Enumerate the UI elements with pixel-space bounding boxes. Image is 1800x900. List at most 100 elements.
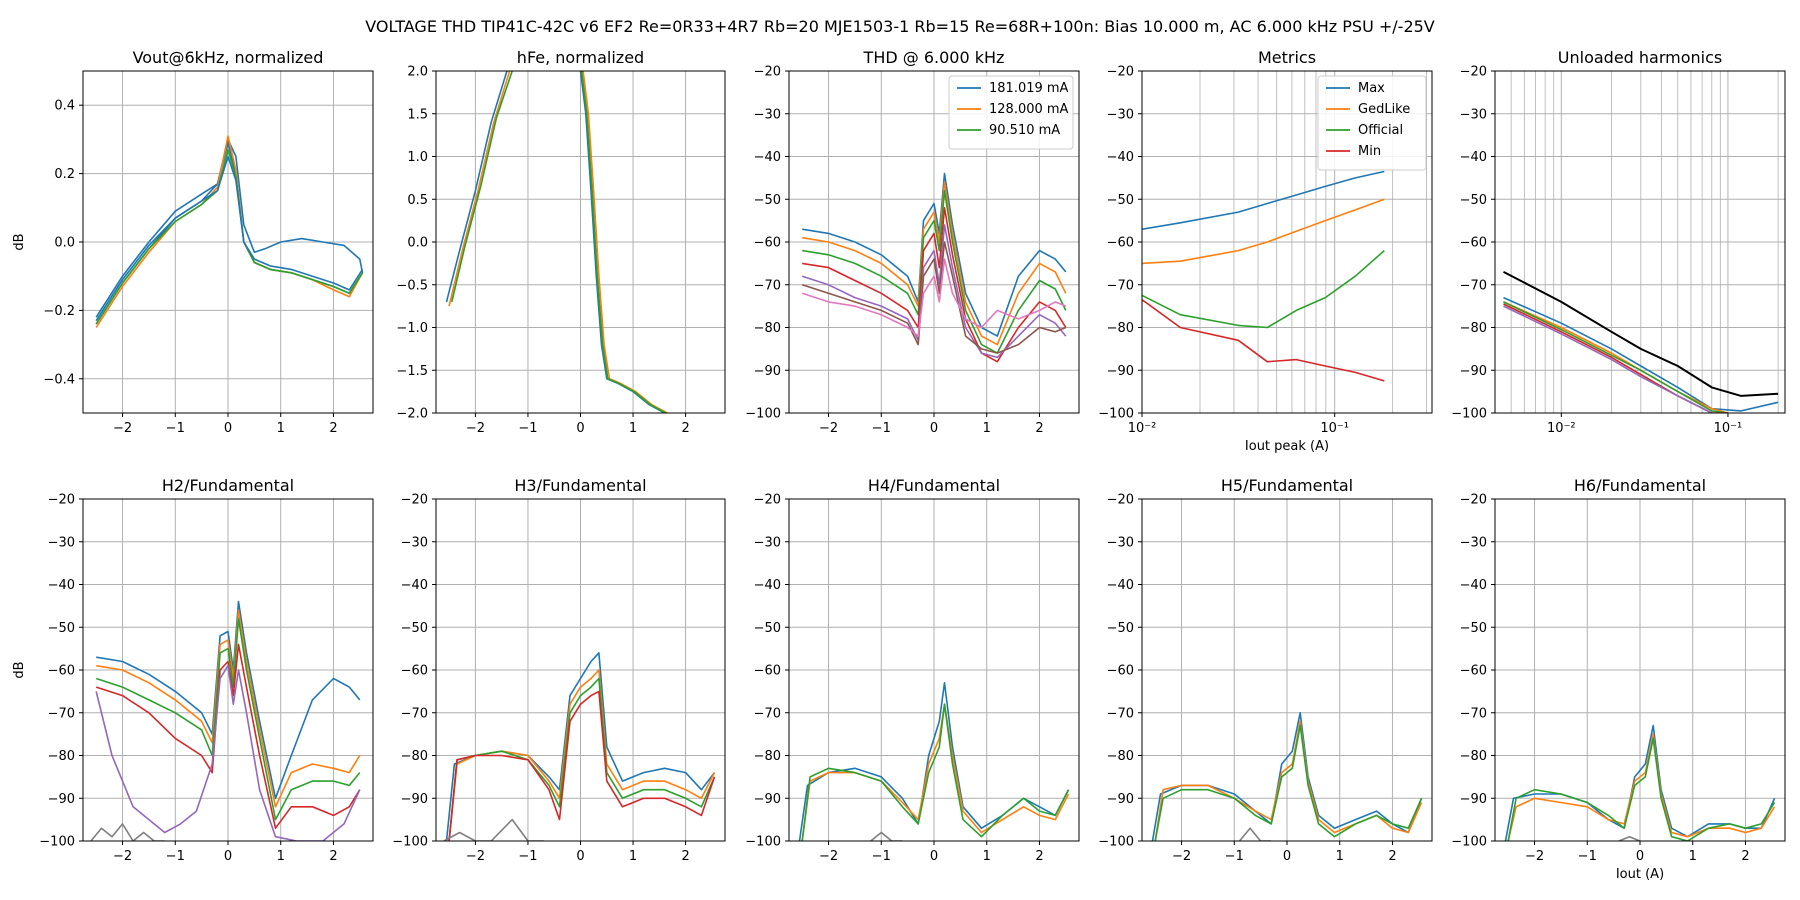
- series-line-hfe-4: [582, 71, 668, 413]
- y-tick-label: −20: [1107, 65, 1134, 80]
- x-tick-label: 1: [983, 849, 991, 864]
- y-tick-label: −1.5: [396, 364, 428, 379]
- x-tick-label: 2: [1035, 421, 1043, 436]
- x-tick-label: 0: [576, 849, 584, 864]
- legend-label: 90.510 mA: [989, 123, 1060, 138]
- y-tick-label: −2.0: [396, 407, 428, 422]
- y-tick-label: −60: [401, 664, 428, 679]
- y-tick-label: −60: [1460, 664, 1487, 679]
- subplot-thd: −2 −1 0 1 2 −100 −90 −80 −70 −60 −50 −40 −30 −20 THD @…: [745, 48, 1080, 436]
- x-tick-label: −2: [819, 849, 838, 864]
- y-tick-label: −20: [1460, 493, 1487, 508]
- y-tick-label: −70: [754, 278, 781, 293]
- y-tick-label: −0.2: [43, 304, 75, 319]
- legend-label: Min: [1358, 144, 1381, 159]
- y-tick-label: −80: [1107, 749, 1134, 764]
- y-tick-label: −70: [1460, 706, 1487, 721]
- x-tick-label: −2: [1525, 849, 1544, 864]
- y-tick-label: 0.4: [54, 99, 75, 114]
- y-tick-label: −40: [754, 578, 781, 593]
- y-tick-label: −90: [401, 792, 428, 807]
- y-tick-label: −100: [392, 835, 428, 850]
- x-tick-label: 2: [1741, 849, 1749, 864]
- x-tick-label: −1: [166, 421, 185, 436]
- y-tick-label: −50: [1107, 193, 1134, 208]
- x-tick-label: −2: [1172, 849, 1191, 864]
- series-line-h2-4: [95, 664, 361, 841]
- y-tick-label: −100: [39, 835, 75, 850]
- legend-box: [1317, 75, 1427, 171]
- x-tick-label: 2: [681, 421, 689, 436]
- series-line-thd-3: [802, 207, 1067, 363]
- y-tick-label: −50: [401, 621, 428, 636]
- y-tick-label: −40: [1107, 150, 1134, 165]
- series-line-h5-3: [1238, 827, 1272, 841]
- series-line-h2-3: [95, 643, 361, 830]
- x-tick-label: 10⁻¹: [1320, 421, 1349, 436]
- y-tick-label: −50: [1460, 621, 1487, 636]
- x-tick-label: 10⁻²: [1128, 421, 1157, 436]
- x-tick-label: 0: [930, 849, 938, 864]
- y-tick-label: 2.0: [407, 65, 428, 80]
- x-tick-label: 2: [681, 849, 689, 864]
- y-tick-label: −50: [1460, 193, 1487, 208]
- series-line-thd-2: [802, 189, 1067, 354]
- y-tick-label: −70: [48, 706, 75, 721]
- y-tick-label: −90: [1460, 792, 1487, 807]
- legend-label: GedLike: [1358, 102, 1410, 117]
- x-tick-label: 2: [329, 421, 337, 436]
- y-tick-label: −0.4: [43, 372, 75, 387]
- gridlines: [83, 71, 373, 413]
- y-tick-label: −20: [1107, 493, 1134, 508]
- x-tick-label: 2: [1388, 849, 1396, 864]
- subplot-title: H5/Fundamental: [1221, 476, 1353, 495]
- subplot-metrics: 10⁻² 10⁻¹ −100 −90 −80 −70 −60 −50 −40 −30 −20 Metr…: [1098, 48, 1433, 454]
- y-tick-label: 1.5: [407, 107, 428, 122]
- y-tick-label: −40: [1460, 578, 1487, 593]
- y-tick-label: −90: [754, 364, 781, 379]
- y-tick-label: −70: [754, 706, 781, 721]
- y-tick-label: −60: [754, 236, 781, 251]
- x-tick-label: 0: [930, 421, 938, 436]
- y-tick-label: −70: [1107, 706, 1134, 721]
- series-line-hfe-1: [448, 71, 511, 307]
- y-tick-label: −100: [1451, 835, 1487, 850]
- x-tick-label: −2: [466, 421, 485, 436]
- subplot-title: H3/Fundamental: [514, 476, 646, 495]
- y-tick-label: −20: [401, 493, 428, 508]
- y-tick-label: −30: [754, 535, 781, 550]
- series-line-h6-2: [1507, 737, 1776, 841]
- x-axis-label: Iout (A): [1616, 867, 1664, 882]
- y-tick-label: −30: [1460, 107, 1487, 122]
- y-tick-label: −80: [754, 749, 781, 764]
- y-tick-label: −100: [745, 407, 781, 422]
- y-tick-label: −90: [754, 792, 781, 807]
- y-tick-label: 1.0: [407, 150, 428, 165]
- y-tick-label: −40: [1460, 150, 1487, 165]
- legend-label: 181.019 mA: [989, 81, 1069, 96]
- y-tick-label: −100: [745, 835, 781, 850]
- series-line-metrics-2: [1142, 250, 1385, 329]
- y-tick-label: −0.5: [396, 278, 428, 293]
- subplot-title: Unloaded harmonics: [1558, 48, 1722, 67]
- series-line-h3-3: [448, 690, 716, 841]
- series-line-h6-3: [1618, 835, 1641, 841]
- y-tick-label: −20: [754, 65, 781, 80]
- y-tick-label: −60: [1107, 664, 1134, 679]
- subplot-title: H6/Fundamental: [1574, 476, 1706, 495]
- y-tick-label: −80: [1460, 749, 1487, 764]
- y-tick-label: −100: [1098, 835, 1134, 850]
- figure-title: VOLTAGE THD TIP41C-42C v6 EF2 Re=0R33+4R…: [365, 17, 1435, 36]
- x-axis-label: Iout peak (A): [1245, 439, 1329, 454]
- y-tick-label: −60: [48, 664, 75, 679]
- subplot-h6: −2 −1 0 1 2 −100 −90 −80 −70 −60 −50 −40 −30 −20 H6/Fu…: [1451, 476, 1786, 882]
- x-tick-label: 10⁻¹: [1714, 421, 1743, 436]
- x-tick-label: 1: [983, 421, 991, 436]
- y-tick-label: −100: [1451, 407, 1487, 422]
- x-tick-label: −2: [113, 849, 132, 864]
- subplot-title: Vout@6kHz, normalized: [133, 48, 324, 67]
- x-tick-label: −2: [819, 421, 838, 436]
- series-line-unloaded-4: [1503, 303, 1728, 413]
